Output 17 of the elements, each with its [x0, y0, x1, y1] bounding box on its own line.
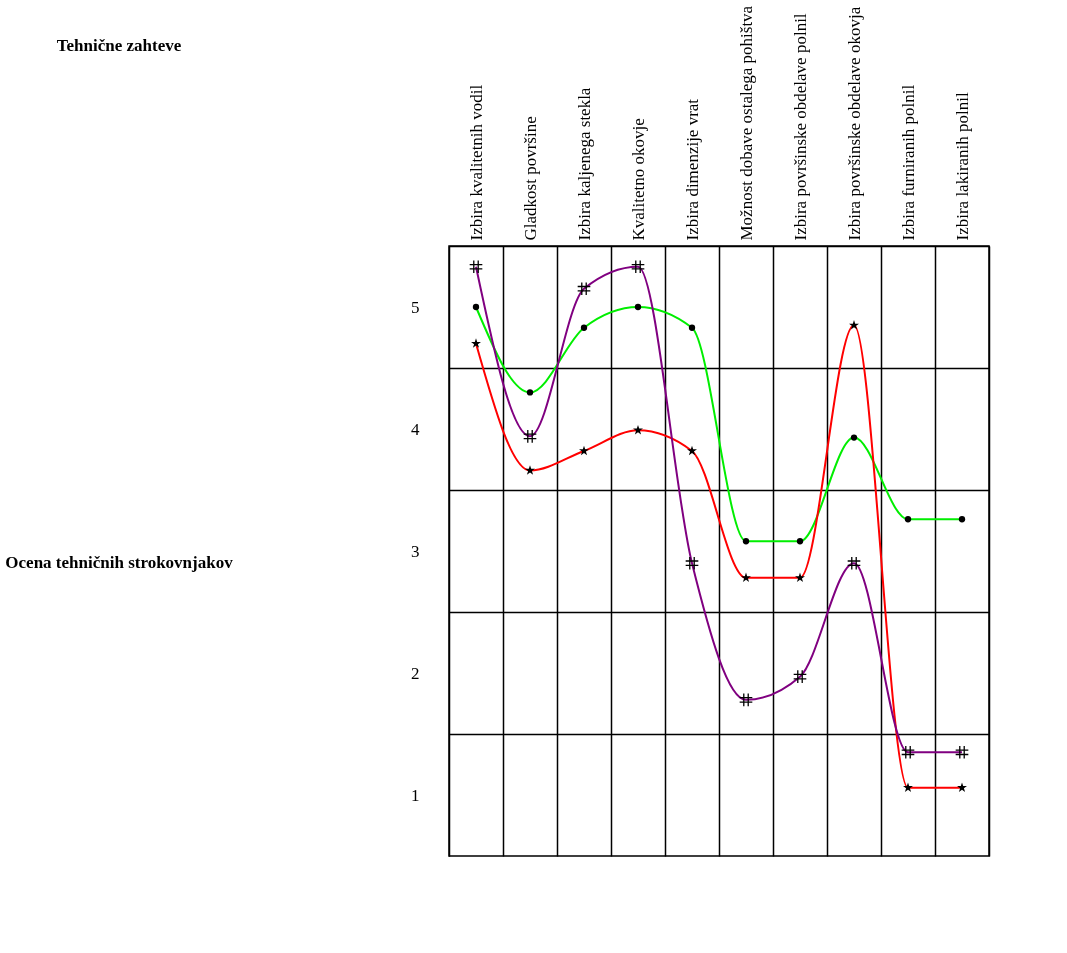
x-tick-label: Gladkost površine: [520, 116, 540, 241]
x-tick-label: Kvalitetno okovje: [628, 118, 648, 241]
y-tick-label: 4: [411, 419, 420, 439]
y-tick-label: 2: [411, 663, 420, 683]
text: Tehnične zahteve: [56, 36, 182, 55]
y-tick-label: 3: [411, 541, 420, 561]
x-tick-label: Izbira površinske obdelave okovja: [844, 6, 864, 241]
y-tick-label: 5: [411, 297, 420, 317]
text: Ocena tehničnih strokovnjakov: [5, 553, 234, 573]
x-tick-label: Izbira lakiranih polnil: [952, 92, 972, 241]
y-tick-label: 1: [411, 785, 420, 805]
x-tick-label: Možnost dobave ostalega pohištva: [736, 5, 756, 241]
x-tick-label: Izbira kaljenega stekla: [574, 87, 594, 241]
x-tick-label: Izbira furniranih polnil: [898, 84, 918, 241]
x-tick-label: Izbira kvalitetnih vodil: [466, 84, 486, 241]
x-tick-label: Izbira dimenzije vrat: [682, 98, 702, 241]
x-tick-label: Izbira površinske obdelave polnil: [790, 13, 810, 241]
